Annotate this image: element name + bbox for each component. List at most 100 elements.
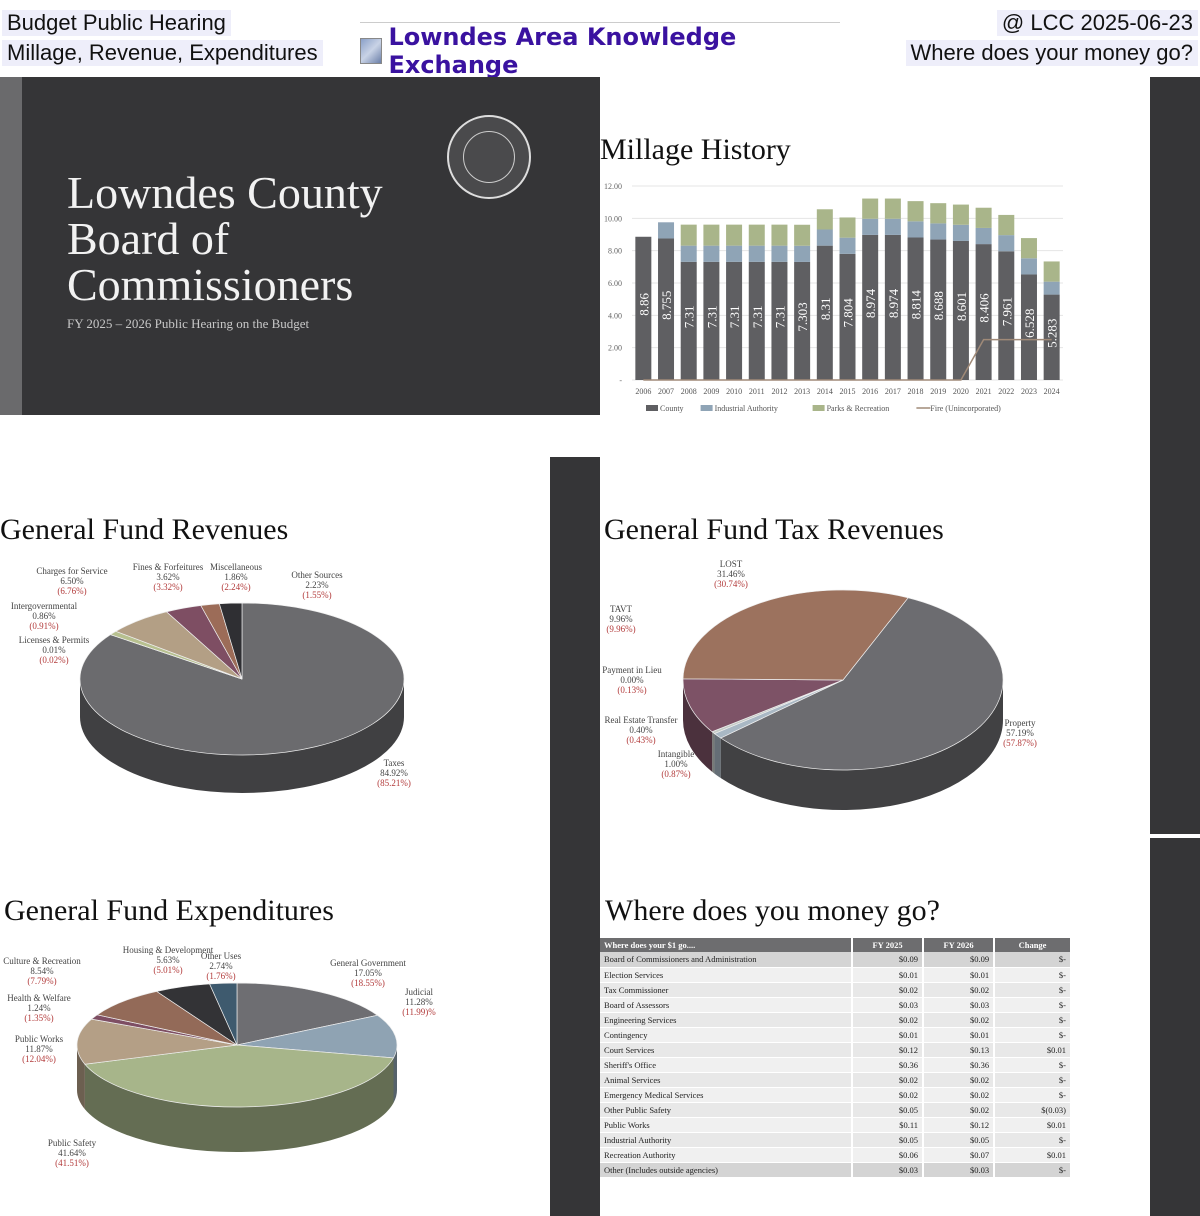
x-tick-label: 2020: [953, 387, 969, 396]
pie-slice: [682, 589, 909, 681]
pie-slice: [682, 678, 844, 733]
x-tick-label: 2011: [749, 387, 765, 396]
bar-industrial-authority: [816, 229, 833, 246]
legend-swatch: [700, 405, 713, 411]
row-label: Board of Assessors: [600, 997, 853, 1013]
bar-county: [930, 239, 947, 380]
bar-county: [1020, 274, 1037, 380]
pie-slice: [218, 602, 243, 680]
bar-industrial-authority: [884, 218, 901, 235]
pie-slice-side: [77, 1045, 85, 1110]
bar-value-label: 7.961: [999, 297, 1014, 326]
pie-label: Licenses & Permits 0.01% (0.02%): [19, 635, 90, 665]
table-row: Board of Commissioners and Administratio…: [600, 952, 1072, 968]
slice-percent: 8.54%: [30, 966, 54, 976]
row-value: $0.03: [852, 997, 925, 1013]
table-row: Public Works $0.11 $0.12 $0.01: [600, 1117, 1072, 1133]
row-label: Contingency: [600, 1027, 853, 1043]
pie-label: Public Works 11.87% (12.04%): [15, 1034, 63, 1064]
slide-edge: [1150, 77, 1200, 834]
slice-percent: 2.23%: [305, 580, 329, 590]
bar-county: [794, 261, 811, 380]
slice-prior-percent: (1.55%): [302, 590, 332, 600]
bar-county: [680, 261, 697, 380]
slice-name: Miscellaneous: [210, 562, 262, 572]
slice-prior-percent: (1.35%): [24, 1013, 54, 1023]
slice-prior-percent: (0.13%): [617, 685, 647, 695]
x-tick-label: 2009: [703, 387, 719, 396]
x-tick-label: 2013: [794, 387, 810, 396]
row-value: $0.01: [852, 967, 925, 983]
bar-industrial-authority: [975, 227, 992, 245]
bar-county: [862, 234, 879, 380]
pie-label: Culture & Recreation 8.54% (7.79%): [3, 956, 80, 986]
table-row: Tax Commissioner $0.02 $0.02 $-: [600, 982, 1072, 998]
row-value: $-: [994, 1072, 1072, 1088]
pie-slice-side: [80, 679, 404, 793]
row-value: $0.01: [923, 967, 996, 983]
y-tick-label: 2.00: [608, 344, 622, 353]
slice-prior-percent: (0.91%): [29, 621, 59, 631]
row-value: $0.02: [923, 1072, 996, 1088]
slice-prior-percent: (0.87%): [661, 769, 691, 779]
slice-name: Public Safety: [47, 1138, 97, 1148]
slice-percent: 31.46%: [717, 569, 745, 579]
slice-percent: 1.86%: [224, 572, 248, 582]
bar-value-label: 7.31: [727, 306, 742, 329]
table-row: Emergency Medical Services $0.02 $0.02 $-: [600, 1087, 1072, 1103]
bar-parks-recreation: [1043, 261, 1060, 282]
row-label: Emergency Medical Services: [600, 1087, 853, 1103]
table-row: Sheriff's Office $0.36 $0.36 $-: [600, 1057, 1072, 1073]
row-label: Board of Commissioners and Administratio…: [600, 952, 853, 968]
slice-percent: 41.64%: [58, 1148, 86, 1158]
pie-label: Real Estate Transfer 0.40% (0.43%): [605, 715, 678, 745]
slice-percent: 11.87%: [25, 1044, 53, 1054]
slide-edge: [550, 457, 600, 1216]
row-label: Court Services: [600, 1042, 853, 1058]
row-value: $0.12: [923, 1117, 996, 1133]
bar-value-label: 7.303: [795, 302, 810, 331]
pie-label: Charges for Service 6.50% (6.76%): [36, 566, 107, 596]
slice-prior-percent: (30.74%): [714, 579, 748, 589]
row-value: $-: [994, 1162, 1072, 1178]
row-value: $0.01: [923, 1027, 996, 1043]
bar-parks-recreation: [816, 209, 833, 230]
bar-value-label: 8.974: [886, 288, 901, 318]
pie-label: Fines & Forfeitures 3.62% (3.32%): [133, 562, 204, 592]
bar-industrial-authority: [862, 218, 879, 235]
pie-slice: [236, 982, 379, 1046]
legend-label: Parks & Recreation: [827, 404, 890, 413]
millage-title: Millage History: [600, 133, 791, 166]
row-value: $-: [994, 967, 1072, 983]
slice-prior-percent: (18.55%): [351, 978, 385, 988]
bar-industrial-authority: [794, 245, 811, 262]
row-label: Animal Services: [600, 1072, 853, 1088]
header-title: Budget Public Hearing: [2, 10, 231, 36]
slice-percent: 6.50%: [60, 576, 84, 586]
pie-label: Judicial 11.28% (11.99)%: [402, 987, 435, 1017]
brand-link[interactable]: Lowndes Area Knowledge Exchange: [360, 22, 840, 79]
bar-value-label: 8.814: [909, 290, 924, 320]
row-value: $0.02: [923, 982, 996, 998]
bar-industrial-authority: [680, 245, 697, 262]
pie-slice: [209, 982, 238, 1046]
y-tick-label: 4.00: [608, 311, 622, 320]
row-value: $0.02: [923, 1102, 996, 1118]
legend-swatch: [646, 405, 658, 411]
row-value: $0.01: [994, 1117, 1072, 1133]
table-row: Contingency $0.01 $0.01 $-: [600, 1027, 1072, 1043]
bar-parks-recreation: [703, 224, 720, 246]
x-tick-label: 2016: [862, 387, 878, 396]
revenues-title: General Fund Revenues: [0, 513, 289, 546]
row-label: Election Services: [600, 967, 853, 983]
row-value: $0.13: [923, 1042, 996, 1058]
row-value: $-: [994, 1132, 1072, 1148]
bar-county: [771, 261, 788, 380]
row-label: Other (Includes outside agencies): [600, 1162, 853, 1178]
row-value: $0.12: [852, 1042, 925, 1058]
bar-county: [884, 234, 901, 380]
x-tick-label: 2021: [976, 387, 992, 396]
bar-value-label: 7.31: [750, 306, 765, 329]
bar-county: [998, 251, 1015, 380]
